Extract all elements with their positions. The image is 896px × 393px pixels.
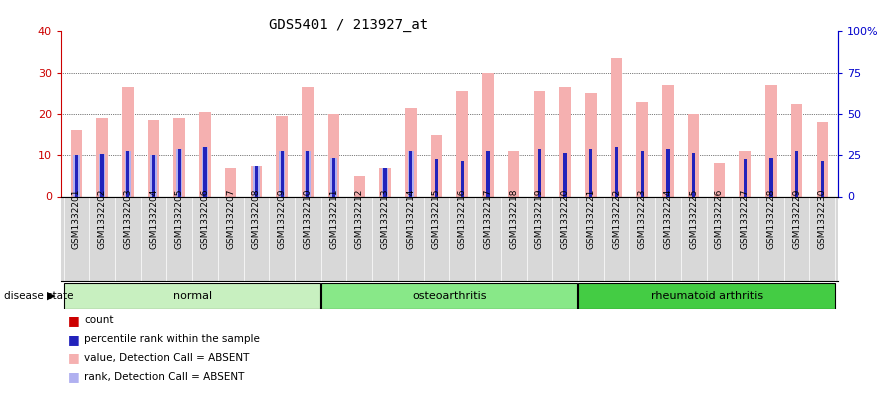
- Text: disease state: disease state: [4, 291, 74, 301]
- Bar: [579, 283, 835, 309]
- Bar: [713, 163, 725, 196]
- Bar: [73, 155, 80, 196]
- Text: ▶: ▶: [47, 291, 56, 301]
- Bar: [456, 91, 468, 196]
- Bar: [688, 114, 700, 196]
- Text: percentile rank within the sample: percentile rank within the sample: [84, 334, 260, 344]
- Bar: [177, 149, 181, 196]
- Bar: [254, 166, 260, 196]
- Bar: [636, 101, 648, 196]
- Bar: [461, 161, 464, 196]
- Bar: [151, 155, 157, 196]
- Text: ■: ■: [67, 332, 80, 346]
- Bar: [199, 112, 211, 196]
- Bar: [125, 151, 131, 196]
- Bar: [332, 158, 335, 196]
- Bar: [152, 155, 155, 196]
- Bar: [405, 108, 417, 196]
- Bar: [276, 116, 288, 196]
- Bar: [280, 151, 284, 196]
- Bar: [202, 147, 208, 196]
- Bar: [225, 167, 237, 196]
- Bar: [590, 149, 592, 196]
- Bar: [744, 160, 746, 196]
- Bar: [126, 151, 129, 196]
- Bar: [508, 151, 520, 196]
- Text: count: count: [84, 315, 114, 325]
- Bar: [305, 151, 311, 196]
- Bar: [559, 87, 571, 196]
- Bar: [791, 104, 803, 196]
- Bar: [177, 149, 183, 196]
- Bar: [692, 153, 695, 196]
- Bar: [409, 151, 412, 196]
- Text: GDS5401 / 213927_at: GDS5401 / 213927_at: [269, 18, 428, 32]
- Bar: [667, 149, 669, 196]
- Bar: [564, 153, 566, 196]
- Bar: [74, 155, 78, 196]
- Text: rheumatoid arthritis: rheumatoid arthritis: [650, 291, 762, 301]
- Bar: [487, 151, 489, 196]
- Bar: [615, 147, 618, 196]
- Bar: [482, 73, 494, 196]
- Bar: [96, 118, 108, 196]
- Bar: [279, 151, 285, 196]
- Bar: [538, 149, 541, 196]
- Bar: [739, 151, 751, 196]
- Text: ■: ■: [67, 370, 80, 384]
- Bar: [795, 151, 798, 196]
- Bar: [251, 165, 263, 196]
- Bar: [534, 91, 545, 196]
- Bar: [331, 158, 337, 196]
- Bar: [148, 120, 159, 196]
- Bar: [611, 58, 623, 196]
- Bar: [379, 167, 391, 196]
- Bar: [408, 151, 414, 196]
- Bar: [64, 283, 320, 309]
- Bar: [71, 130, 82, 196]
- Bar: [431, 134, 443, 196]
- Bar: [770, 158, 772, 196]
- Bar: [585, 93, 597, 196]
- Bar: [99, 154, 105, 196]
- Bar: [816, 122, 828, 196]
- Text: rank, Detection Call = ABSENT: rank, Detection Call = ABSENT: [84, 372, 245, 382]
- Bar: [122, 87, 134, 196]
- Text: value, Detection Call = ABSENT: value, Detection Call = ABSENT: [84, 353, 250, 363]
- Text: osteoarthritis: osteoarthritis: [412, 291, 487, 301]
- Bar: [383, 167, 387, 196]
- Text: ■: ■: [67, 314, 80, 327]
- Text: normal: normal: [173, 291, 211, 301]
- Bar: [174, 118, 185, 196]
- Bar: [306, 151, 309, 196]
- Bar: [100, 154, 104, 196]
- Bar: [662, 85, 674, 196]
- Text: ■: ■: [67, 351, 80, 365]
- Bar: [435, 160, 438, 196]
- Bar: [322, 283, 577, 309]
- Bar: [254, 166, 258, 196]
- Bar: [354, 176, 365, 196]
- Bar: [328, 114, 340, 196]
- Bar: [821, 161, 824, 196]
- Bar: [641, 151, 644, 196]
- Bar: [302, 87, 314, 196]
- Bar: [382, 167, 388, 196]
- Bar: [203, 147, 207, 196]
- Bar: [765, 85, 777, 196]
